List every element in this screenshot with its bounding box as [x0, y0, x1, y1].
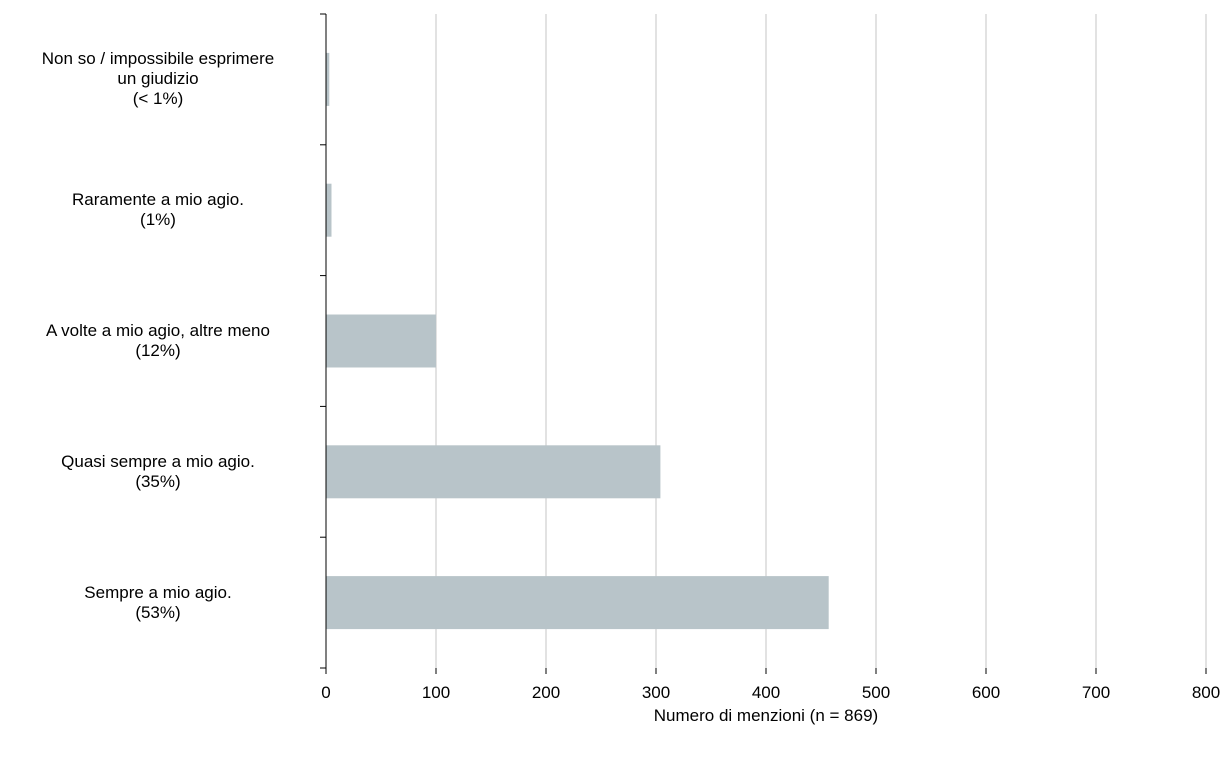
x-tick-label: 300: [642, 683, 670, 702]
category-label-line: Raramente a mio agio.: [72, 190, 244, 210]
category-label-line: (12%): [135, 341, 181, 360]
category-label: Raramente a mio agio. (1%): [0, 190, 316, 230]
bar: [326, 52, 330, 106]
x-tick-label: 400: [752, 683, 780, 702]
x-tick-label: 700: [1082, 683, 1110, 702]
category-label-line: (< 1%): [132, 89, 184, 109]
category-label-line: Non so / impossibile esprimere: [41, 49, 275, 69]
x-tick-label: 600: [972, 683, 1000, 702]
category-label-line: (35%): [135, 471, 181, 491]
category-label: Quasi sempre a mio agio. (35%): [0, 452, 316, 492]
bar: [326, 576, 829, 630]
category-label-line: Quasi sempre a mio agio.: [61, 451, 255, 471]
x-tick-label: 0: [321, 683, 330, 702]
category-label-line: A volte a mio agio, altre meno: [46, 321, 270, 340]
category-label-line: Sempre a mio agio.: [84, 582, 232, 602]
bar: [326, 445, 661, 499]
category-label: Non so / impossibile esprimere un giudizi…: [0, 49, 316, 109]
x-tick-label: 800: [1192, 683, 1220, 702]
category-label-line: (1%): [140, 210, 176, 230]
bar: [326, 314, 436, 368]
x-tick-label: 200: [532, 683, 560, 702]
x-tick-label: 100: [422, 683, 450, 702]
x-axis-title: Numero di menzioni (n = 869): [653, 706, 879, 725]
category-label: A volte a mio agio, altre meno (12%): [0, 321, 316, 361]
category-label-line: un giudizio: [117, 69, 199, 89]
bar: [326, 183, 332, 237]
category-label-line: (53%): [135, 602, 181, 622]
x-tick-label: 500: [862, 683, 890, 702]
category-label: Sempre a mio agio. (53%): [0, 583, 316, 623]
